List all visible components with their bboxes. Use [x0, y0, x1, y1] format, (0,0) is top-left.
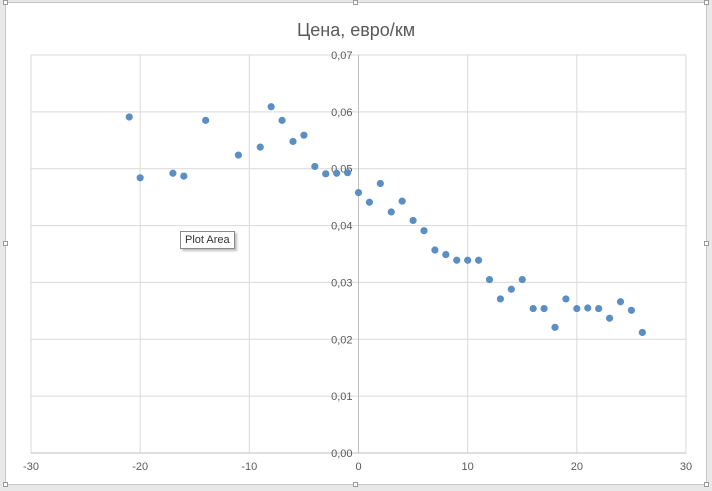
- data-point[interactable]: [136, 174, 144, 182]
- resize-handle-top-center[interactable]: [353, 0, 358, 5]
- y-tick-label: 0,06: [331, 107, 352, 119]
- data-point[interactable]: [474, 256, 483, 264]
- y-tick-label: 0,00: [331, 448, 352, 460]
- data-point[interactable]: [442, 250, 450, 259]
- resize-handle-bottom-center[interactable]: [353, 482, 358, 487]
- data-point[interactable]: [333, 169, 341, 177]
- chart-area[interactable]: Цена, евро/км 0,00 0,01 0,02 0,03 0,04 0,05 0,…: [5, 2, 707, 485]
- data-point[interactable]: [365, 198, 374, 206]
- data-point[interactable]: [256, 143, 264, 151]
- data-point[interactable]: [507, 285, 515, 293]
- data-point[interactable]: [278, 116, 286, 124]
- data-point[interactable]: [518, 275, 526, 284]
- data-point[interactable]: [289, 137, 297, 146]
- x-tick-label: -20: [132, 461, 148, 473]
- data-point[interactable]: [496, 295, 505, 303]
- data-point[interactable]: [551, 323, 559, 331]
- resize-handle-middle-right[interactable]: [704, 241, 709, 246]
- x-tick-label: -10: [241, 461, 257, 473]
- data-point[interactable]: [638, 328, 646, 337]
- data-point[interactable]: [595, 304, 603, 313]
- data-point[interactable]: [180, 172, 188, 180]
- resize-handle-top-right[interactable]: [704, 0, 709, 5]
- data-point[interactable]: [354, 188, 363, 197]
- data-point[interactable]: [529, 304, 537, 313]
- plot-area[interactable]: 0,000,010,020,030,040,050,060,07-30 -20 -1…: [6, 3, 706, 484]
- data-point[interactable]: [453, 256, 461, 264]
- data-point[interactable]: [169, 169, 177, 177]
- data-point[interactable]: [616, 298, 625, 306]
- y-tick-label: 0,01: [331, 391, 352, 403]
- data-point[interactable]: [300, 131, 308, 139]
- data-point[interactable]: [125, 113, 133, 121]
- data-point[interactable]: [376, 179, 384, 188]
- data-point[interactable]: [234, 151, 243, 159]
- data-point[interactable]: [584, 304, 592, 312]
- x-tick-label: 10: [462, 461, 474, 473]
- data-point[interactable]: [573, 304, 581, 313]
- data-point[interactable]: [464, 256, 472, 264]
- resize-handle-bottom-right[interactable]: [704, 482, 709, 487]
- x-tick-label: 0: [355, 461, 361, 473]
- data-point[interactable]: [398, 197, 406, 205]
- x-tick-label: 30: [680, 461, 692, 473]
- chart-title: Цена, евро/км: [296, 20, 416, 40]
- x-tick-label: -30: [23, 461, 39, 473]
- data-point[interactable]: [562, 295, 570, 303]
- data-point[interactable]: [409, 216, 417, 225]
- data-point[interactable]: [311, 162, 319, 171]
- data-point[interactable]: [202, 116, 210, 124]
- resize-handle-top-left[interactable]: [3, 0, 8, 5]
- data-point[interactable]: [343, 169, 352, 177]
- resize-handle-bottom-left[interactable]: [3, 482, 8, 487]
- data-point[interactable]: [431, 246, 439, 254]
- data-point[interactable]: [387, 208, 395, 216]
- data-point[interactable]: [605, 314, 614, 322]
- resize-handle-middle-left[interactable]: [3, 241, 8, 246]
- y-tick-label: 0,04: [331, 221, 352, 233]
- y-tick-label: 0,07: [331, 50, 352, 62]
- data-point[interactable]: [485, 275, 494, 284]
- x-tick-label: 20: [571, 461, 583, 473]
- data-point[interactable]: [627, 306, 636, 314]
- data-point[interactable]: [267, 103, 275, 111]
- data-point[interactable]: [540, 304, 548, 313]
- data-point[interactable]: [420, 227, 428, 235]
- y-tick-label: 0,03: [331, 277, 352, 289]
- y-tick-label: 0,02: [331, 334, 352, 346]
- data-point[interactable]: [322, 170, 330, 178]
- plot-area-tooltip: Plot Area: [180, 231, 235, 249]
